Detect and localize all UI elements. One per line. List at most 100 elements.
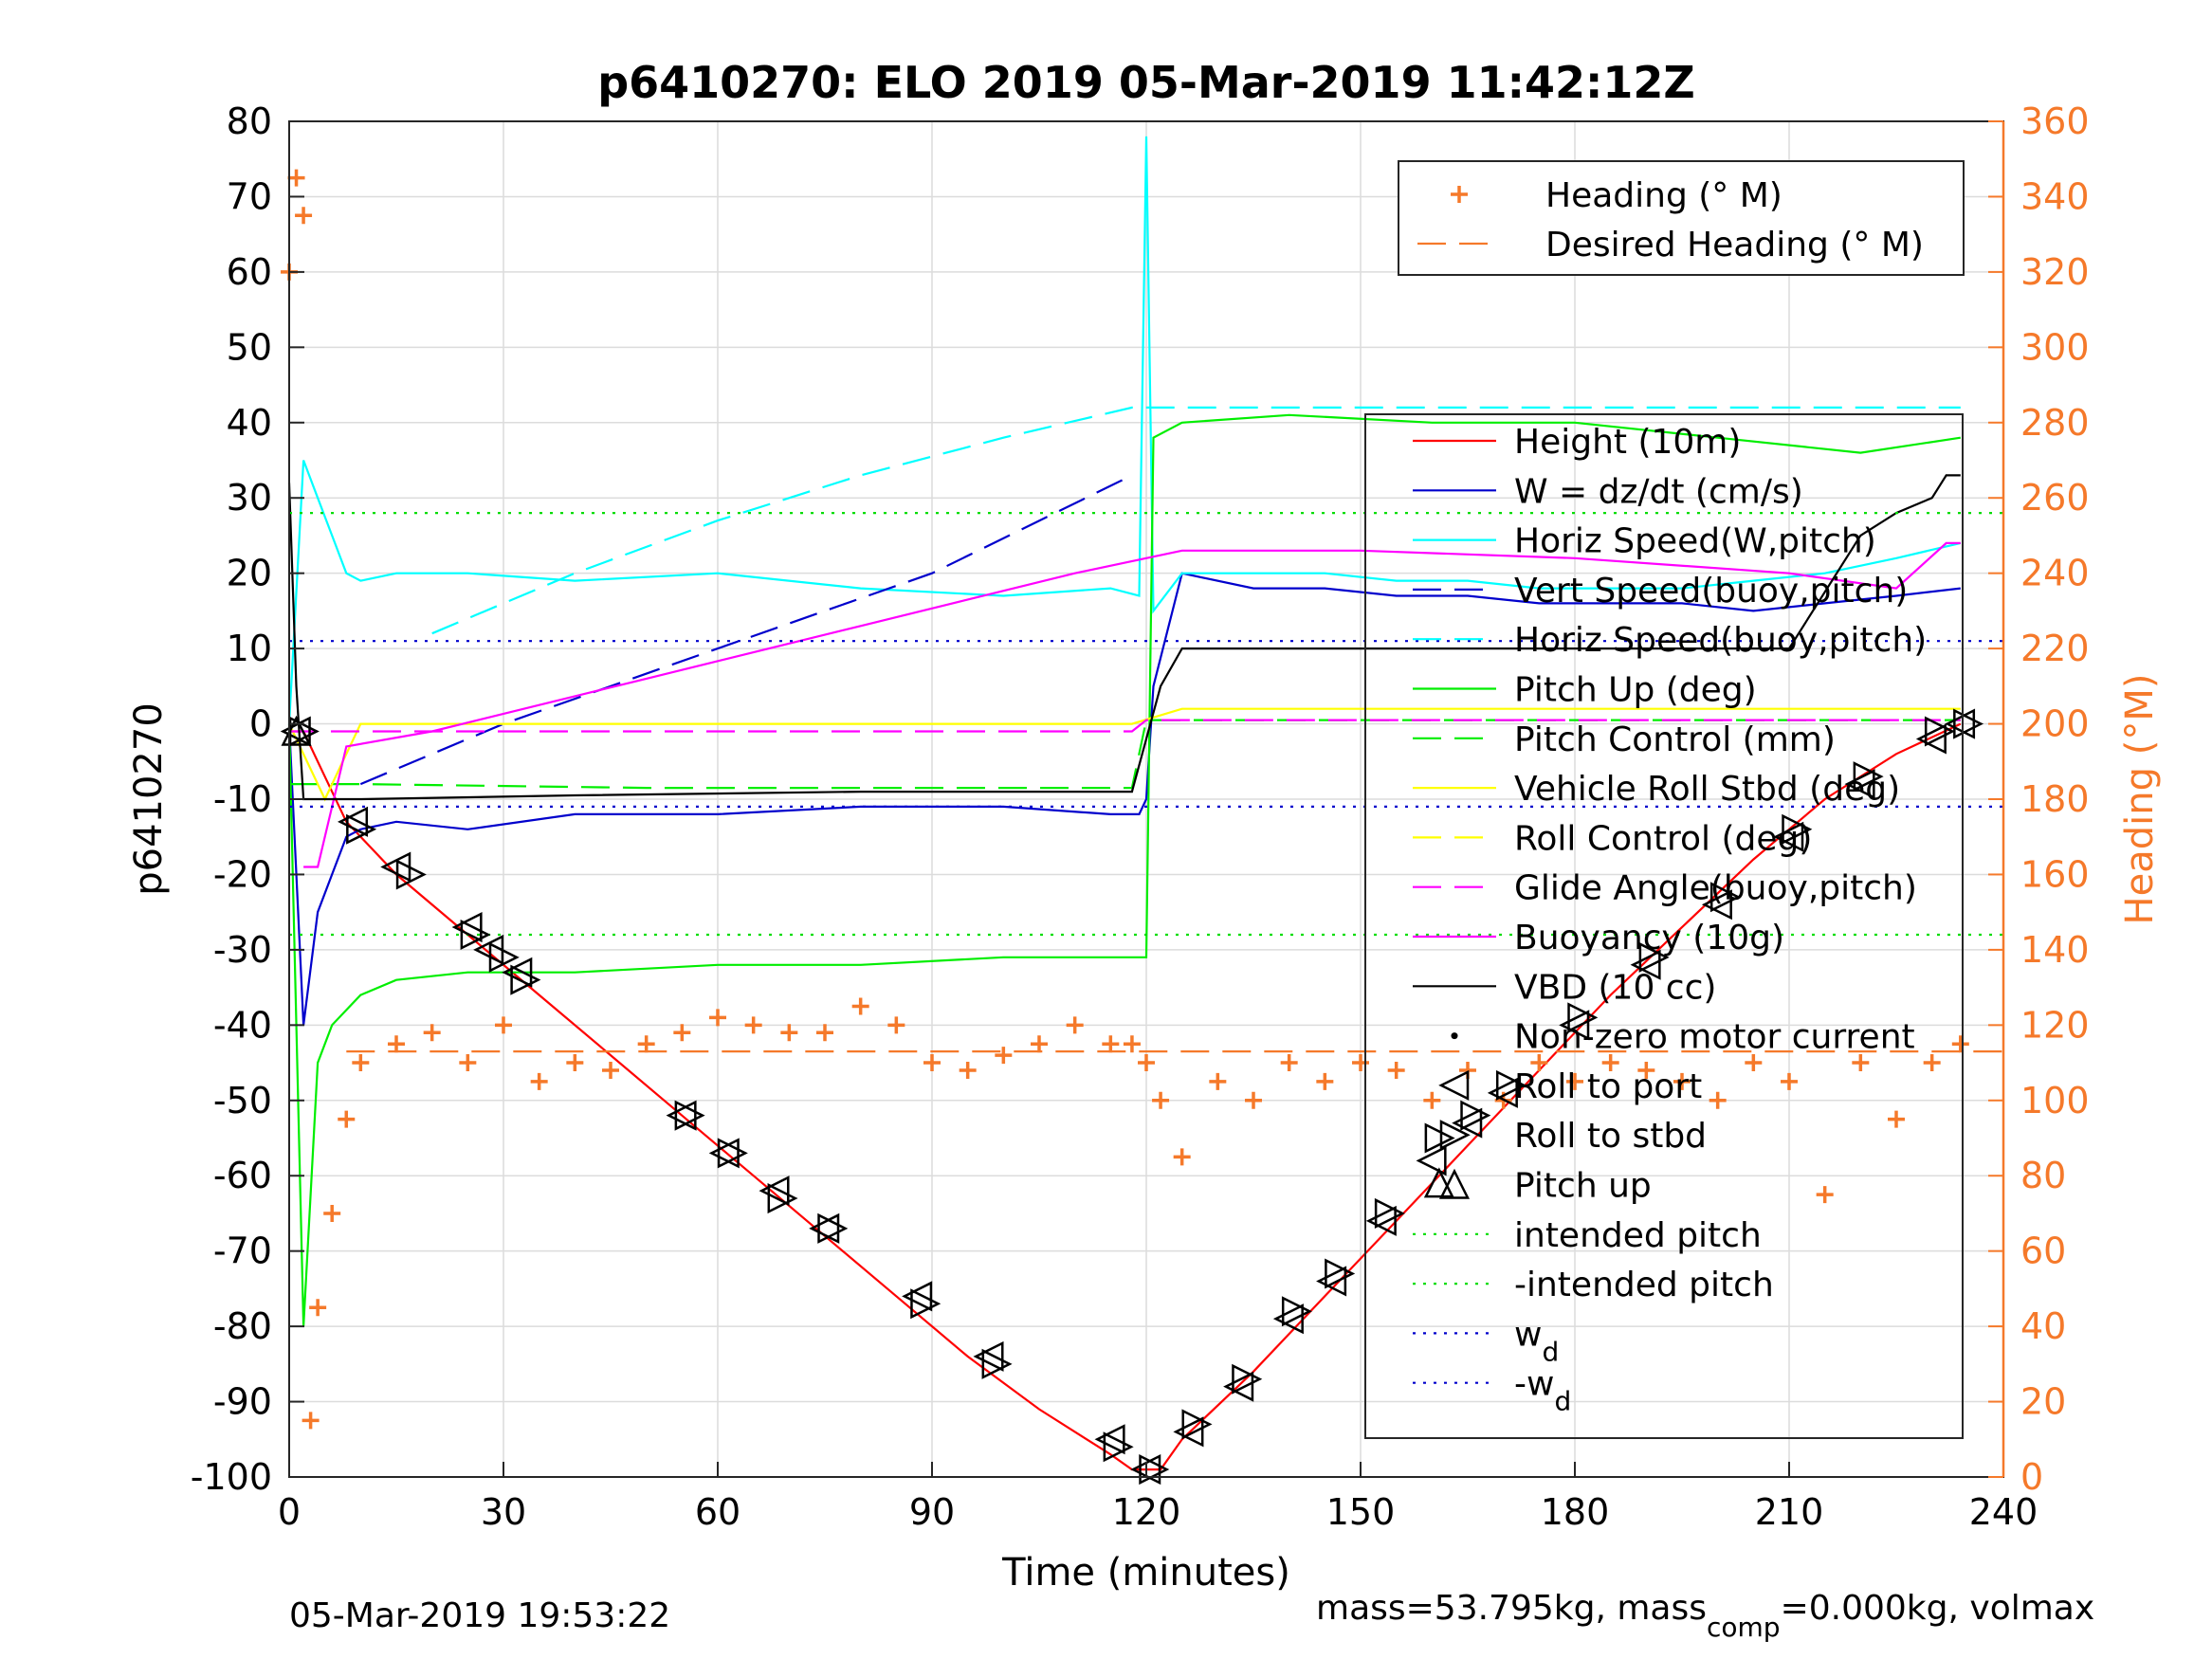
roll-to-port-marker [1316, 1266, 1347, 1297]
y-right-tick-label: 40 [2020, 1305, 2066, 1347]
legend-label: -intended pitch [1514, 1266, 1774, 1304]
heading-point [744, 1016, 762, 1034]
roll-to-port-marker [1223, 1371, 1254, 1402]
heading-point [602, 1062, 619, 1079]
roll-to-port-marker [902, 1281, 933, 1312]
roll-to-port-marker [1844, 769, 1875, 800]
y-right-tick-label: 180 [2020, 778, 2090, 820]
heading-point [287, 169, 305, 187]
heading-point [1816, 1186, 1834, 1204]
y-tick-label: 0 [249, 703, 272, 745]
x-axis: 0 30 60 90 120 150 180 210 240 [278, 1462, 2038, 1533]
roll-to-stbd-marker [1638, 941, 1670, 973]
roll-to-port-marker [666, 1100, 697, 1131]
heading-point [1951, 1035, 1969, 1053]
heading-point [1387, 1062, 1405, 1079]
y-right-tick-label: 80 [2020, 1155, 2066, 1196]
y-tick-label: -60 [213, 1155, 272, 1196]
legend-label: Glide Angle(buoy,pitch) [1514, 869, 1917, 908]
roll-to-stbd-marker [1567, 1002, 1599, 1033]
roll-to-stbd-marker [1953, 708, 1984, 739]
heading-point [816, 1024, 833, 1042]
y-right-tick-label: 160 [2020, 853, 2090, 895]
heading-point [1745, 1054, 1763, 1072]
roll-to-stbd-marker [1424, 1122, 1455, 1154]
legend-entry: Glide Angle(buoy,pitch) [1413, 869, 1917, 908]
series-horiz-speed-buoy-pitch [431, 406, 1961, 635]
legend-entry: Buoyancy (10g) [1413, 919, 1784, 957]
heading-point [1601, 1054, 1619, 1072]
roll-to-port-marker [973, 1340, 1004, 1372]
series-w-dz-dt-cm-s [287, 572, 1961, 1026]
heading-point [1888, 1110, 1905, 1128]
roll-to-stbd-marker [510, 964, 541, 995]
heading-point [1209, 1072, 1227, 1090]
heading-point [1280, 1054, 1298, 1072]
y-tick-label: -100 [191, 1456, 272, 1498]
footer-timestamp: 05-Mar-2019 19:53:22 [289, 1596, 670, 1635]
heading-series [281, 169, 1969, 1430]
y-right-tick-label: 220 [2020, 628, 2090, 669]
heading-point [1245, 1091, 1262, 1109]
legend-heading-label: Heading (° M) [1545, 176, 1782, 215]
y-right-tick-label: 300 [2020, 326, 2090, 368]
y-right-tick-label: 320 [2020, 251, 2090, 293]
y-tick-label: 50 [227, 326, 272, 368]
y-tick-label: 60 [227, 251, 272, 293]
footer-mass: mass=53.795kg, masscomp=0.000kg, volmax [1316, 1589, 2094, 1643]
y-right-tick-label: 240 [2020, 553, 2090, 594]
legend-label: intended pitch [1514, 1216, 1762, 1255]
roll-to-stbd-marker [346, 813, 377, 845]
y-right-tick-label: 100 [2020, 1080, 2090, 1121]
legend-main-box [1364, 413, 1964, 1439]
roll-to-port-marker [1701, 889, 1732, 921]
y-right-tick-label: 140 [2020, 929, 2090, 971]
heading-point [495, 1016, 512, 1034]
heading-point [1637, 1062, 1655, 1079]
legend-entry: Horiz Speed(buoy,pitch) [1413, 621, 1927, 660]
legend-entry: Height (10m) [1413, 423, 1741, 462]
roll-to-port-marker [502, 957, 533, 988]
y-right-tick-label: 0 [2020, 1456, 2043, 1498]
series-pitch-up-deg [287, 413, 1961, 1327]
roll-to-stbd-marker [1853, 761, 1884, 793]
heading-point [1138, 1054, 1155, 1072]
y-tick-label: -20 [213, 853, 272, 895]
x-tick-label: 180 [1541, 1491, 1610, 1533]
x-tick-label: 90 [909, 1491, 955, 1533]
legend-entry: Pitch up [1438, 1167, 1652, 1206]
legend-label: Horiz Speed(W,pitch) [1514, 522, 1876, 561]
legend-heading-label: Desired Heading (° M) [1545, 226, 1924, 264]
legend-label: Roll to stbd [1514, 1117, 1707, 1156]
heading-point [1709, 1091, 1727, 1109]
roll-to-stbd-marker [1495, 1069, 1526, 1101]
y-right-tick-label: 280 [2020, 402, 2090, 444]
roll-to-port-marker [1773, 821, 1804, 852]
y-tick-label: 80 [227, 100, 272, 142]
x-tick-label: 120 [1112, 1491, 1181, 1533]
y-tick-label: 20 [227, 553, 272, 594]
roll-to-port-marker [809, 1212, 840, 1244]
legend-entry: Horiz Speed(W,pitch) [1413, 522, 1876, 561]
legend-main: Height (10m) W = dz/dt (cm/s) Horiz Speed(… [1364, 413, 1964, 1439]
heading-point [309, 1299, 327, 1317]
y-right-tick-label: 20 [2020, 1381, 2066, 1423]
heading-point [1423, 1091, 1441, 1109]
y-right-tick-label: 260 [2020, 477, 2090, 519]
legend-label: Roll Control (deg) [1514, 819, 1812, 858]
legend-entry: intended pitch [1413, 1216, 1762, 1255]
legend-heading-entry: Desired Heading (° M) [1417, 226, 1924, 264]
roll-to-port-marker [1416, 1145, 1447, 1176]
legend-entry: -intended pitch [1413, 1266, 1774, 1304]
roll-to-port-marker [1945, 708, 1976, 739]
roll-to-stbd-marker [1924, 716, 1955, 747]
legend-heading: Heading (° M) Desired Heading (° M) [1398, 160, 1965, 276]
chart-title: p6410270: ELO 2019 05-Mar-2019 11:42:12Z [597, 57, 1695, 108]
heading-point [1152, 1091, 1170, 1109]
roll-to-port-marker [1559, 1010, 1590, 1041]
legend-label: Non-zero motor current [1514, 1018, 1915, 1057]
legend-heading-box [1398, 160, 1965, 276]
series-layer [281, 136, 2003, 1471]
legend-label: W = dz/dt (cm/s) [1514, 472, 1803, 511]
